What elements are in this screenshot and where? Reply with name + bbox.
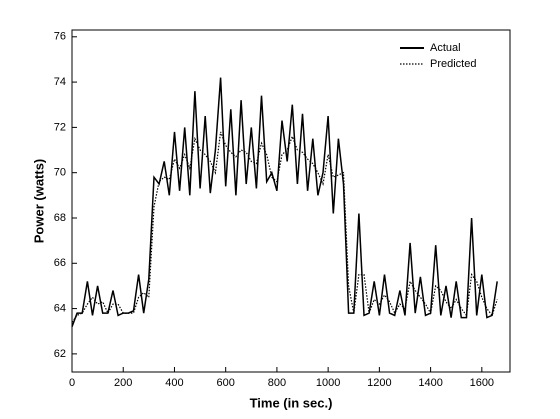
y-tick-label: 76	[54, 31, 66, 43]
x-tick-label: 0	[69, 377, 75, 389]
y-tick-label: 62	[54, 348, 66, 360]
y-tick-label: 72	[54, 121, 66, 133]
y-axis-label: Power (watts)	[31, 159, 46, 244]
x-tick-label: 1000	[316, 377, 340, 389]
y-tick-label: 66	[54, 257, 66, 269]
x-tick-label: 400	[165, 377, 183, 389]
x-axis-label: Time (in sec.)	[250, 395, 333, 410]
x-tick-label: 600	[217, 377, 235, 389]
x-tick-label: 800	[268, 377, 286, 389]
x-tick-label: 1400	[418, 377, 442, 389]
plot-frame	[71, 29, 511, 373]
series-line	[71, 131, 498, 323]
y-tick-label: 74	[54, 76, 66, 88]
x-tick-label: 1200	[367, 377, 391, 389]
x-tick-label: 1600	[470, 377, 494, 389]
y-tick-label: 70	[54, 167, 66, 179]
y-tick-label: 68	[54, 212, 66, 224]
series-line	[71, 77, 498, 327]
y-tick-label: 64	[54, 302, 66, 314]
legend-label: Predicted	[430, 58, 476, 70]
legend-label: Actual	[430, 42, 461, 54]
x-tick-label: 200	[114, 377, 132, 389]
